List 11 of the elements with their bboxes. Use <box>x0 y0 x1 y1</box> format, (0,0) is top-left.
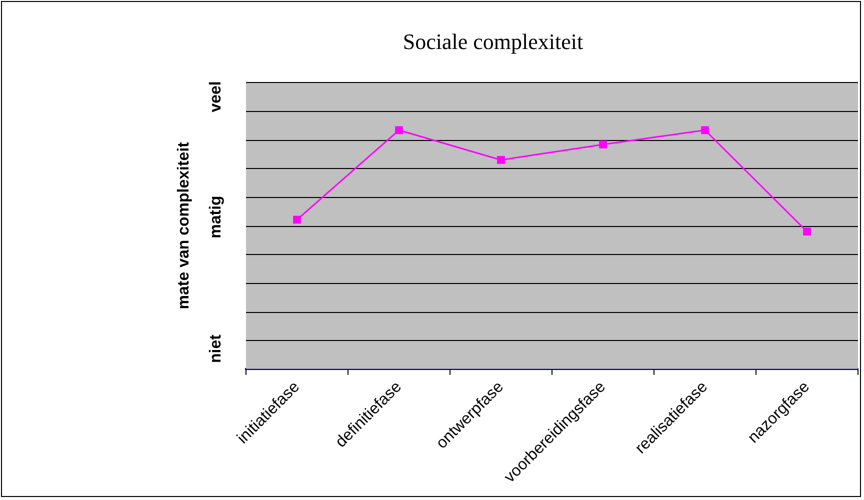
point <box>395 126 403 134</box>
point <box>293 216 301 224</box>
text: veel <box>207 81 224 112</box>
y-axis-title: mate van complexiteit <box>175 141 192 310</box>
chart-title: Sociale complexiteit <box>402 28 584 54</box>
text: niet <box>207 334 224 364</box>
point <box>803 228 811 236</box>
point <box>497 156 505 164</box>
point <box>599 140 607 148</box>
text: matig <box>207 196 224 238</box>
point <box>701 126 709 134</box>
